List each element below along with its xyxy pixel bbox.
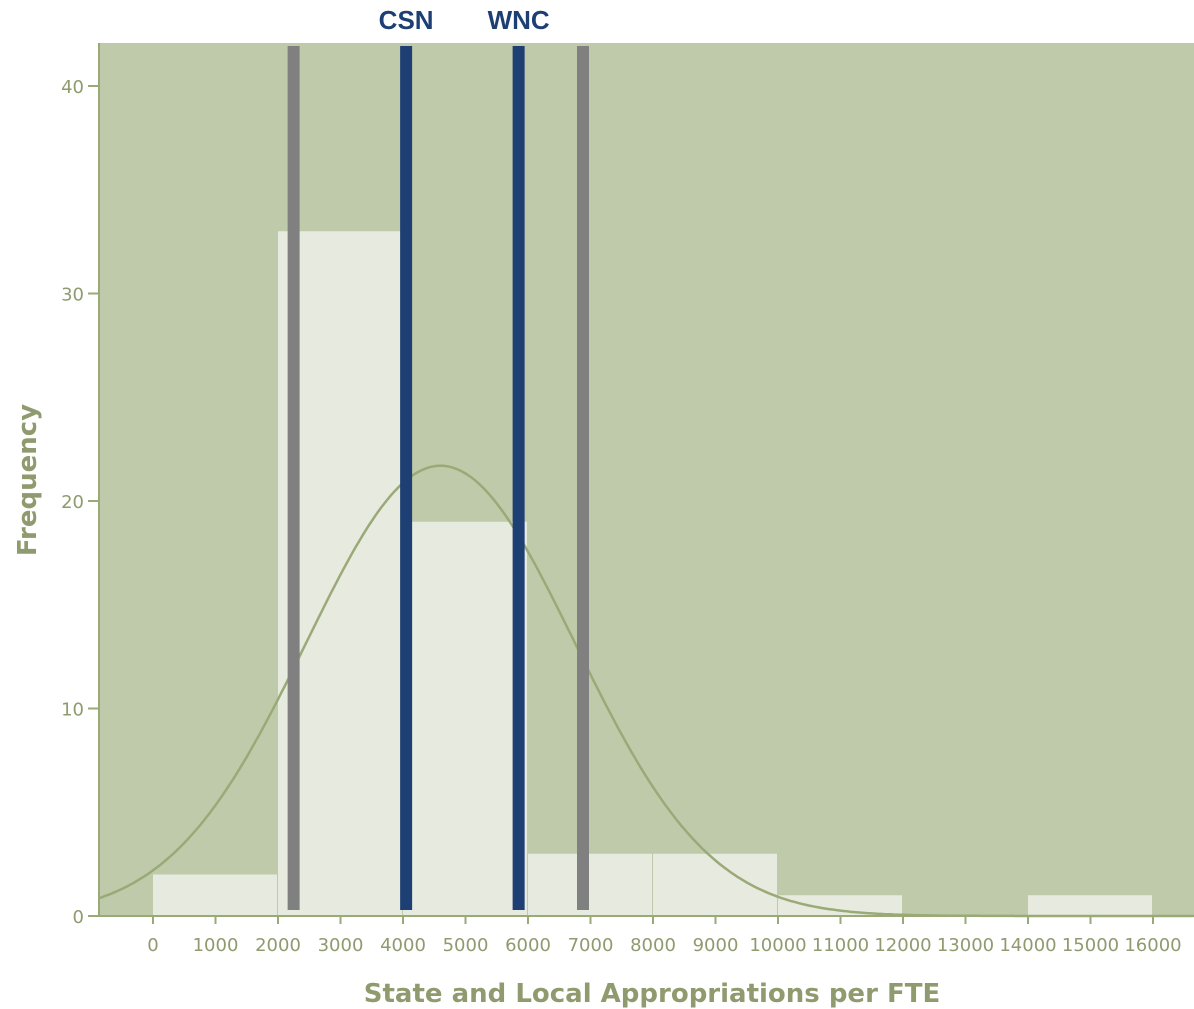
plot-background bbox=[99, 43, 1194, 916]
x-tick-label: 15000 bbox=[1062, 935, 1119, 956]
reference-line-label: CSN bbox=[379, 5, 434, 35]
y-tick-label: 0 bbox=[73, 907, 84, 928]
reference-line bbox=[577, 46, 589, 910]
histogram-bar bbox=[528, 853, 652, 916]
x-tick-label: 16000 bbox=[1124, 935, 1181, 956]
x-axis-title: State and Local Appropriations per FTE bbox=[364, 979, 940, 1009]
y-tick-label: 40 bbox=[61, 77, 84, 98]
x-tick-label: 8000 bbox=[630, 935, 676, 956]
y-tick-label: 30 bbox=[61, 285, 84, 306]
x-tick-label: 11000 bbox=[812, 935, 869, 956]
x-tick-label: 0 bbox=[147, 935, 158, 956]
x-tick-label: 10000 bbox=[749, 935, 806, 956]
reference-line bbox=[512, 46, 525, 910]
reference-line-label: WNC bbox=[488, 5, 550, 35]
x-tick-label: 14000 bbox=[999, 935, 1056, 956]
reference-line bbox=[400, 46, 413, 910]
x-tick-label: 1000 bbox=[193, 935, 239, 956]
x-tick-label: 13000 bbox=[937, 935, 994, 956]
x-tick-label: 2000 bbox=[255, 935, 301, 956]
reference-line bbox=[287, 46, 300, 910]
x-tick-label: 3000 bbox=[318, 935, 364, 956]
x-tick-label: 7000 bbox=[568, 935, 614, 956]
histogram-bar bbox=[1028, 895, 1152, 916]
x-tick-label: 12000 bbox=[874, 935, 931, 956]
histogram-bar bbox=[653, 853, 777, 916]
y-tick-label: 20 bbox=[61, 492, 84, 513]
y-tick-label: 10 bbox=[61, 700, 84, 721]
x-tick-label: 4000 bbox=[380, 935, 426, 956]
x-tick-label: 5000 bbox=[443, 935, 489, 956]
histogram-bar bbox=[403, 521, 527, 916]
x-tick-label: 9000 bbox=[693, 935, 739, 956]
x-tick-label: 6000 bbox=[505, 935, 551, 956]
y-axis-title: Frequency bbox=[13, 404, 43, 556]
histogram-bar bbox=[778, 895, 902, 916]
histogram-bar bbox=[153, 874, 277, 916]
